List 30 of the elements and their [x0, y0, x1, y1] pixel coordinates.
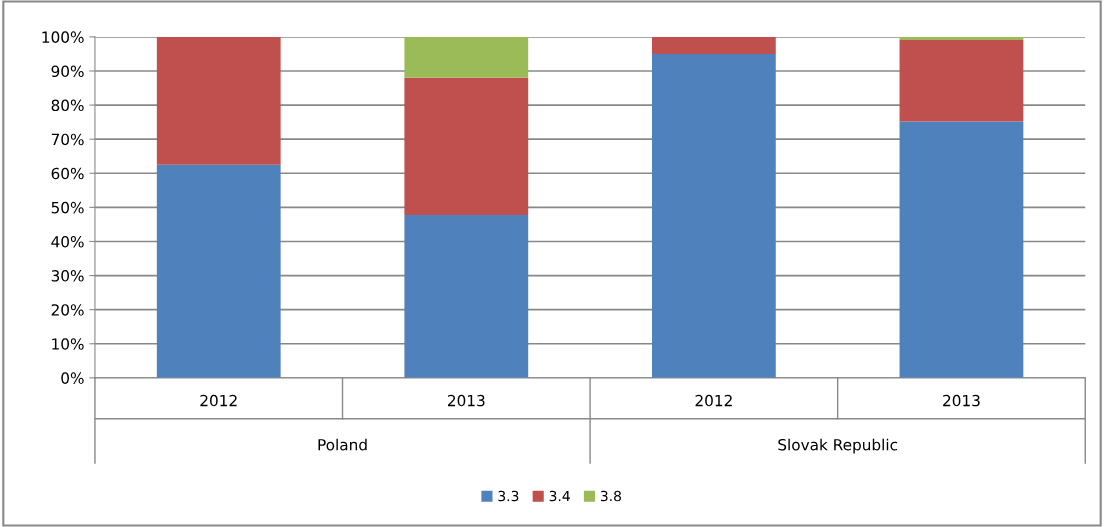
text: Slovak Republic [778, 438, 898, 454]
x-tick-label: 2013 [447, 394, 485, 407]
y-tick-label: 80% [51, 99, 84, 112]
bar [651, 36, 776, 54]
bar [899, 39, 1024, 122]
bar [899, 121, 1024, 378]
y-tick-label: 60% [51, 167, 84, 180]
bar [156, 164, 281, 378]
y-tick-label: 40% [51, 235, 84, 248]
bar [899, 36, 1024, 40]
bar [156, 36, 281, 165]
x-tick-label: 2013 [943, 394, 980, 407]
y-tick-label: 0% [61, 372, 84, 384]
y-tick-label: 30% [51, 270, 84, 282]
bar [404, 214, 529, 378]
y-tick-label: 100% [42, 31, 84, 43]
y-tick-label: 90% [51, 65, 84, 78]
bar [404, 36, 529, 78]
x-tick-label: 2012 [200, 394, 237, 407]
legend-label: 3.3 [498, 490, 519, 502]
text: Poland [318, 438, 367, 451]
bar [404, 77, 529, 215]
legend-label: 3.4 [549, 490, 570, 502]
x-tick-label: 2012 [695, 394, 732, 407]
y-tick-label: 50% [51, 201, 84, 214]
legend-label: 3.8 [600, 490, 621, 502]
y-tick-label: 70% [51, 133, 84, 146]
y-tick-label: 10% [52, 338, 84, 350]
bar [651, 53, 776, 378]
y-tick-label: 20% [51, 304, 84, 316]
